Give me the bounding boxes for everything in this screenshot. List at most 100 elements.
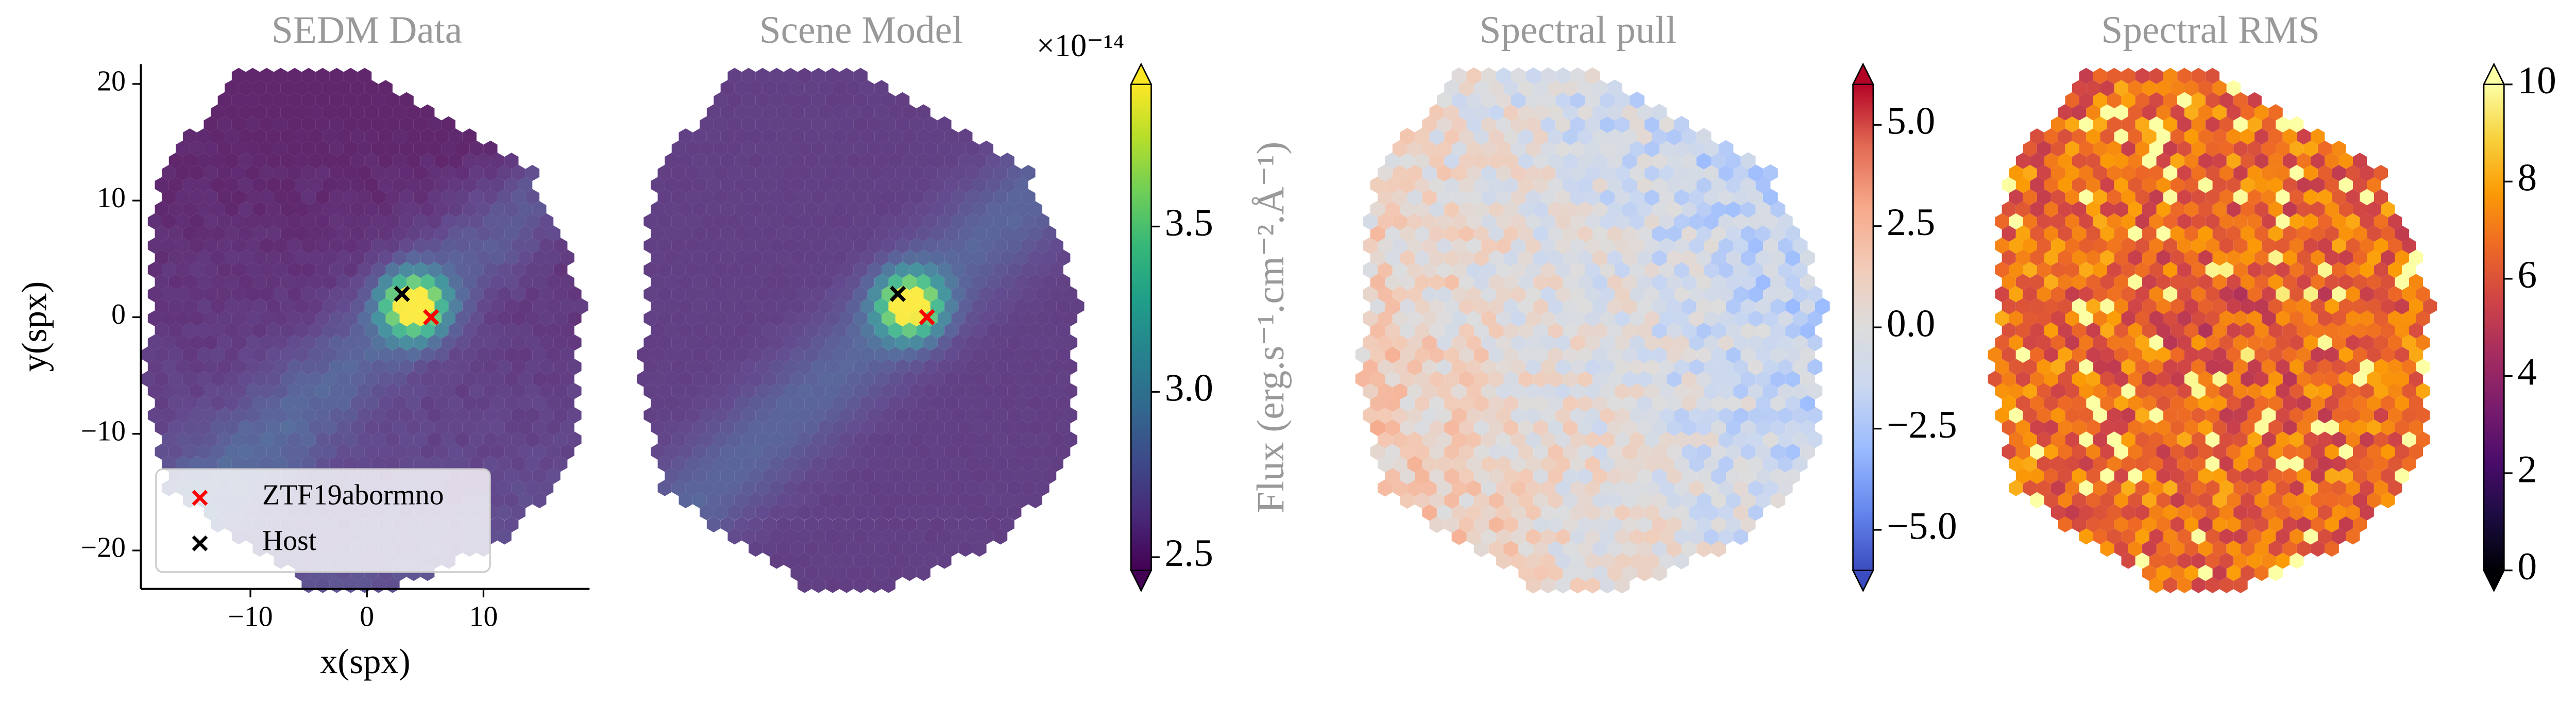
hex-cell [1733,164,1749,181]
hex-cell [190,164,204,181]
hex-cell [2107,92,2122,109]
hex-cell [231,261,246,278]
hex-cell [274,92,288,109]
hex-cell [1748,333,1764,352]
hex-cell [2226,80,2241,96]
hex-cell [749,492,763,509]
hex-cell [1459,515,1474,533]
hex-cell [2282,274,2297,290]
hex-cell [1630,140,1645,158]
hex-cell [2121,504,2136,521]
hex-cell [2198,322,2213,339]
hex-cell [2093,68,2107,85]
legend-marker [192,490,208,506]
hex-cell [1511,188,1526,206]
hex-cell [323,298,337,314]
hex-cell [685,407,700,424]
hex-cell [1570,382,1585,400]
hex-cell [951,480,965,496]
hex-cell [239,249,253,266]
hex-cell [1600,455,1615,473]
hex-cell [1056,298,1071,314]
hex-cell [1592,370,1607,388]
hex-cell [274,407,288,424]
hex-cell [811,528,826,545]
hex-cell [204,164,218,181]
hex-cell [2198,177,2213,193]
hex-cell [2219,455,2234,472]
hex-cell [2093,189,2107,206]
hex-cell [741,528,756,545]
hex-cell [685,334,700,351]
hex-cell [1481,140,1497,158]
hex-cell [2247,553,2262,569]
hex-cell [1748,285,1764,303]
hex-cell [2255,395,2269,411]
hex-cell [2156,564,2171,581]
hex-cell [1652,225,1667,242]
hex-cell [2163,116,2178,133]
hex-cell [2226,564,2241,581]
hex-cell [1042,443,1057,460]
hex-cell [2079,116,2093,133]
hex-cell [294,322,309,339]
hex-cell [1667,200,1682,218]
hex-cell [692,467,707,484]
hex-cell [399,383,414,399]
hex-cell [1496,115,1511,133]
hex-cell [2352,249,2367,266]
hex-cell [2247,261,2262,278]
hex-cell [476,249,491,266]
hex-cell [420,177,435,193]
hex-cell [1007,455,1022,472]
hex-cell [797,286,812,303]
hex-cell [2170,346,2184,363]
hex-cell [1667,370,1682,388]
hex-cell [2100,225,2114,242]
hex-cell [2290,359,2304,375]
hex-cell [2303,359,2318,375]
hex-cell [720,322,735,339]
hex-cell [804,346,819,363]
hex-cell [385,455,400,472]
hex-cell [2261,528,2276,545]
hex-cell [1496,212,1511,230]
hex-cell [294,177,309,193]
hex-cell [2093,480,2107,496]
hex-cell [741,359,756,375]
legend-marker [192,535,208,551]
hex-cell [1496,140,1511,158]
hex-cell [2121,480,2136,496]
hex-cell [833,80,847,96]
hex-cell [874,225,889,242]
hex-cell [239,201,253,218]
hex-cell [1548,249,1563,266]
hex-cell [1748,310,1764,327]
hex-cell [1578,419,1593,437]
hex-cell [2276,431,2290,448]
hex-cell [2233,213,2248,230]
hex-cell [1000,371,1015,387]
hex-cell [2255,225,2269,242]
hex-cell [1503,515,1519,533]
hex-cell [930,322,945,339]
hex-cell [532,371,547,387]
hex-cell [790,274,805,290]
hex-cell [2100,346,2114,363]
hex-cell [2128,225,2143,242]
hex-cell [2050,261,2065,278]
hex-cell [1600,285,1615,303]
hex-cell [462,371,477,387]
hex-cell [1042,322,1057,339]
hex-cell [1800,249,1815,266]
hex-cell [2416,407,2430,424]
hex-cell [2240,346,2255,363]
hex-cell [979,237,994,254]
hex-cell [2191,237,2206,254]
hex-cell [2395,225,2409,242]
hex-cell [1429,297,1445,315]
hex-cell [1540,455,1556,473]
hex-cell [727,359,742,375]
hex-cell [1674,504,1689,521]
hex-cell [2079,455,2093,472]
